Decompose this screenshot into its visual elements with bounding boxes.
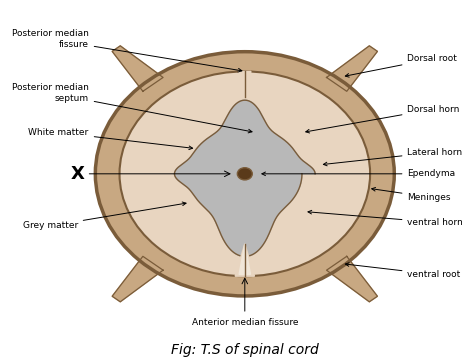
Circle shape — [95, 52, 394, 296]
Polygon shape — [235, 244, 255, 276]
Text: Fig: T.S of spinal cord: Fig: T.S of spinal cord — [171, 343, 319, 357]
Text: Posterior median
fissure: Posterior median fissure — [12, 29, 242, 72]
Text: Dorsal horn: Dorsal horn — [306, 105, 460, 133]
Circle shape — [119, 71, 370, 276]
Text: White matter: White matter — [28, 128, 192, 150]
Text: Grey matter: Grey matter — [22, 202, 186, 230]
Text: Meninges: Meninges — [372, 188, 451, 202]
Polygon shape — [327, 256, 377, 302]
Circle shape — [237, 168, 252, 180]
Polygon shape — [239, 244, 251, 274]
Text: Posterior median
septum: Posterior median septum — [12, 83, 252, 133]
Text: Ependyma: Ependyma — [262, 169, 456, 178]
Text: ventral root: ventral root — [346, 263, 461, 279]
Text: ventral horn: ventral horn — [308, 210, 463, 227]
Polygon shape — [238, 71, 251, 97]
Polygon shape — [174, 100, 315, 256]
Polygon shape — [112, 46, 163, 91]
Polygon shape — [327, 46, 377, 91]
Text: Anterior median fissure: Anterior median fissure — [191, 319, 298, 327]
Text: Dorsal root: Dorsal root — [346, 54, 457, 77]
Text: Lateral horn: Lateral horn — [323, 148, 463, 166]
Polygon shape — [112, 256, 163, 302]
Text: X: X — [71, 165, 84, 183]
